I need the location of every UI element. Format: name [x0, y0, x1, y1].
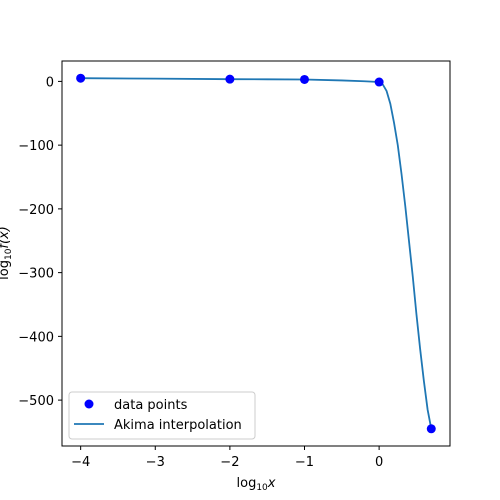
plot-content — [76, 73, 436, 434]
data-point — [426, 424, 436, 434]
legend-label-data-points: data points — [114, 398, 188, 413]
data-point — [374, 77, 384, 87]
data-point — [76, 73, 86, 83]
y-tick-label: −300 — [18, 267, 54, 282]
y-tick-label: 0 — [46, 75, 54, 90]
x-tick-label: −2 — [220, 455, 239, 470]
y-tick-label: −400 — [18, 330, 54, 345]
x-tick-label: −4 — [71, 455, 90, 470]
series-line-akima — [80, 77, 433, 429]
y-tick-label: −100 — [18, 139, 54, 154]
x-tick-label: −1 — [295, 455, 314, 470]
legend-label-akima: Akima interpolation — [114, 418, 242, 433]
legend: data points Akima interpolation — [68, 391, 256, 440]
y-axis-ticks: 0 −100 −200 −300 −400 −500 — [18, 75, 62, 409]
legend-marker-data-points — [84, 399, 94, 409]
data-point — [225, 74, 235, 84]
y-tick-label: −200 — [18, 203, 54, 218]
x-tick-label: 0 — [375, 455, 383, 470]
x-axis-ticks: −4 −3 −2 −1 0 — [71, 446, 383, 470]
x-axis-label: log10x — [237, 476, 276, 493]
plot-frame — [61, 60, 451, 447]
x-tick-label: −3 — [146, 455, 165, 470]
y-tick-label: −500 — [18, 394, 54, 409]
legend-box — [68, 391, 256, 440]
y-axis-label: log10f(x) — [0, 226, 14, 280]
data-point — [300, 74, 309, 84]
